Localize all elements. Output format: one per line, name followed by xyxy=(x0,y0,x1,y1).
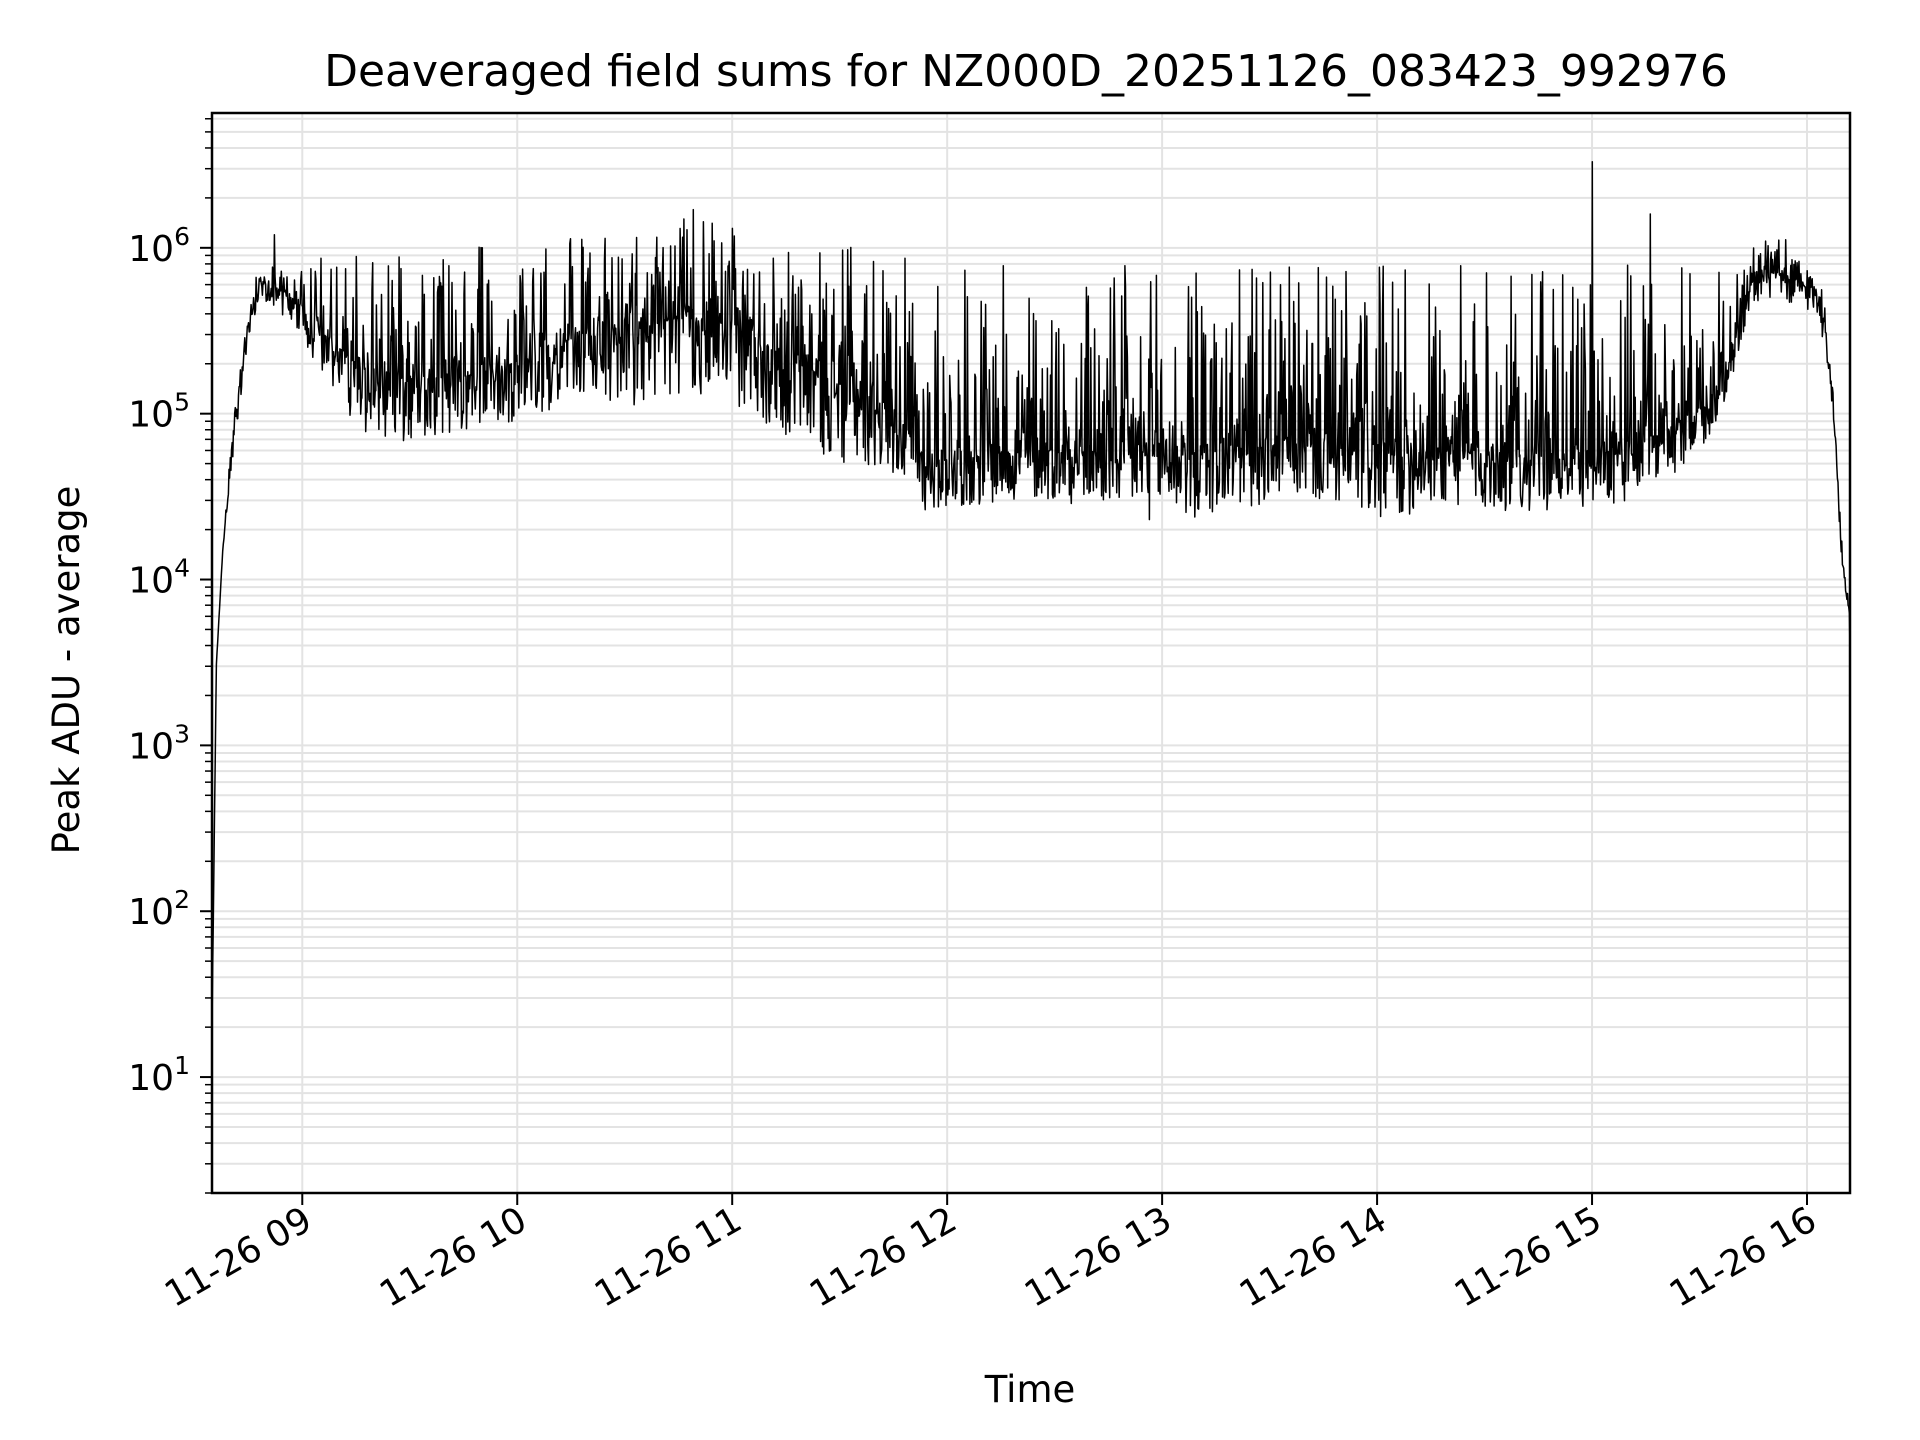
y-tick-label-exponent: 4 xyxy=(174,554,190,583)
y-tick-label: 106 xyxy=(128,222,190,270)
y-tick-label-base: 10 xyxy=(128,229,174,270)
y-tick-label: 103 xyxy=(128,719,190,767)
y-tick-label-base: 10 xyxy=(128,726,174,767)
y-tick-label-base: 10 xyxy=(128,892,174,933)
y-tick-label: 101 xyxy=(128,1051,190,1099)
y-tick-label-exponent: 1 xyxy=(174,1051,190,1080)
y-tick-label: 105 xyxy=(128,388,190,436)
y-tick-label-exponent: 2 xyxy=(174,885,190,914)
y-tick-label-base: 10 xyxy=(128,395,174,436)
series-layer xyxy=(211,161,1851,1028)
y-axis-label: Peak ADU - average xyxy=(45,486,88,855)
y-tick-label-exponent: 5 xyxy=(174,388,190,417)
axes xyxy=(210,111,1852,1195)
y-tick-label: 104 xyxy=(128,554,190,602)
y-tick-label-base: 10 xyxy=(128,561,174,602)
chart-title: Deaveraged field sums for NZ000D_2025112… xyxy=(324,46,1728,97)
x-axis-label: Time xyxy=(984,1368,1076,1411)
y-tick-label-base: 10 xyxy=(128,1058,174,1099)
y-tick-label-exponent: 3 xyxy=(174,719,190,748)
y-tick-label-exponent: 6 xyxy=(174,222,190,251)
y-tick-label: 102 xyxy=(128,885,190,933)
plot-frame xyxy=(210,111,1852,1195)
series-line xyxy=(211,161,1851,1028)
